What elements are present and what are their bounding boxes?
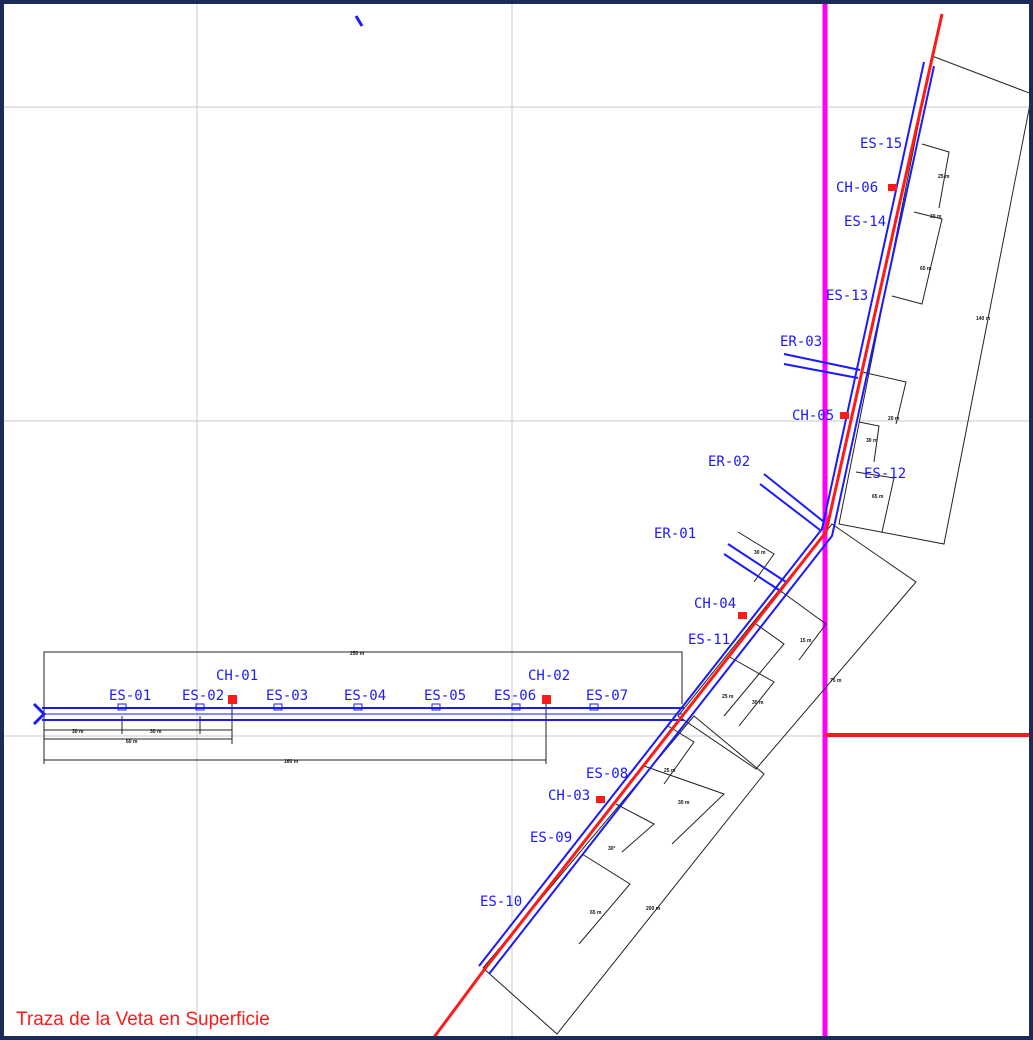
dim-lower-30: 30 m	[752, 700, 764, 706]
dim-mid-20: 20 m	[888, 416, 900, 422]
dim-lower-15: 15 m	[800, 638, 812, 644]
label-ch02: CH-02	[528, 668, 570, 684]
label-es07: ES-07	[586, 688, 628, 704]
label-es01: ES-01	[109, 688, 151, 704]
label-ch06: CH-06	[836, 180, 878, 196]
dim-sw-total: 200 m	[646, 906, 661, 912]
label-es03: ES-03	[266, 688, 308, 704]
label-er01: ER-01	[654, 526, 696, 542]
label-es10: ES-10	[480, 894, 522, 910]
label-ch01: CH-01	[216, 668, 258, 684]
dim-lower-25: 25 m	[722, 694, 734, 700]
label-es11: ES-11	[688, 632, 730, 648]
label-es15: ES-15	[860, 136, 902, 152]
stope-outlines	[482, 55, 1029, 1035]
chute-ch02-marker	[542, 695, 551, 704]
dim-sw-65: 65 m	[590, 910, 602, 916]
dim-mid-65: 65 m	[872, 494, 884, 500]
label-es04: ES-04	[344, 688, 386, 704]
label-es14: ES-14	[844, 214, 886, 230]
dim-seg-a: 30 m	[72, 729, 84, 735]
top-mark	[354, 15, 364, 27]
label-ch03: CH-03	[548, 788, 590, 804]
label-es06: ES-06	[494, 688, 536, 704]
grid-lines	[4, 4, 1029, 1036]
label-ch04: CH-04	[694, 596, 736, 612]
dim-upper-25: 25 m	[938, 174, 950, 180]
dim-mid-30: 30 m	[866, 438, 878, 444]
dim-er01: 30 m	[754, 550, 766, 556]
dim-upper-65: 65 m	[920, 266, 932, 272]
dim-seg-b: 30 m	[150, 729, 162, 735]
inclined-drift	[478, 61, 935, 975]
station-labels: ES-01 ES-02 CH-01 ES-03 ES-04 ES-05 ES-0…	[109, 136, 906, 910]
chute-ch01-marker	[228, 695, 237, 704]
label-er03: ER-03	[780, 334, 822, 350]
label-es08: ES-08	[586, 766, 628, 782]
dimension-labels: 250 m 30 m 30 m 60 m 160 m 140 m 25 m 30…	[72, 174, 991, 916]
dim-140: 140 m	[976, 316, 991, 322]
chute-markers	[596, 184, 897, 803]
label-er02: ER-02	[708, 454, 750, 470]
dim-lower-75: 75 m	[830, 678, 842, 684]
horizontal-drift	[32, 702, 684, 726]
dim-total: 250 m	[350, 651, 365, 657]
property-boundary	[822, 4, 1029, 1036]
label-es02: ES-02	[182, 688, 224, 704]
label-ch05: CH-05	[792, 408, 834, 424]
label-es05: ES-05	[424, 688, 466, 704]
dim-upper-30: 30 m	[930, 214, 942, 220]
vein-trace	[433, 13, 944, 1036]
dim-160: 160 m	[284, 759, 299, 765]
mine-plan-drawing: ES-01 ES-02 CH-01 ES-03 ES-04 ES-05 ES-0…	[4, 4, 1029, 1036]
label-es09: ES-09	[530, 830, 572, 846]
label-es12: ES-12	[864, 466, 906, 482]
dim-sw-angle: 30°	[608, 846, 616, 852]
dim-sw-30: 30 m	[678, 800, 690, 806]
dim-sw-25: 25 m	[664, 768, 676, 774]
dim-60: 60 m	[126, 739, 138, 745]
label-es13: ES-13	[826, 288, 868, 304]
vein-trace-caption: Traza de la Veta en Superficie	[16, 1009, 270, 1030]
